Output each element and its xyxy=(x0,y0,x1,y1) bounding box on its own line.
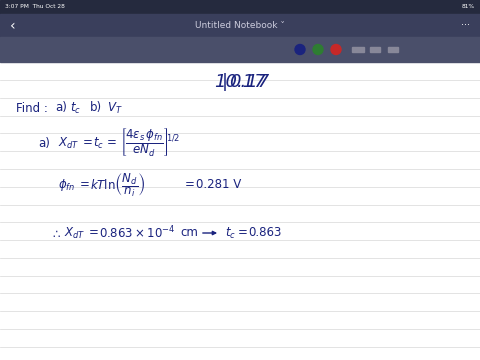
Bar xyxy=(352,47,364,52)
Text: b): b) xyxy=(90,102,102,114)
Text: 3:07 PM  Thu Oct 28: 3:07 PM Thu Oct 28 xyxy=(5,4,65,9)
Circle shape xyxy=(295,45,305,54)
Text: $t_c$: $t_c$ xyxy=(70,100,81,116)
Text: =: = xyxy=(80,179,90,192)
Text: ‹: ‹ xyxy=(10,18,16,32)
Text: $\left[\dfrac{4\varepsilon_s\,\phi_{fn}}{eN_d}\right]^{\!\!1/2}$: $\left[\dfrac{4\varepsilon_s\,\phi_{fn}}… xyxy=(120,127,180,159)
Text: $X_{dT}$: $X_{dT}$ xyxy=(64,225,85,240)
Text: =: = xyxy=(83,136,93,149)
Text: $\therefore$: $\therefore$ xyxy=(50,226,61,239)
Text: =: = xyxy=(107,136,117,149)
Text: 0.863: 0.863 xyxy=(248,226,281,239)
Text: 0.281 V: 0.281 V xyxy=(196,179,241,192)
Text: $V_T$: $V_T$ xyxy=(107,100,122,116)
Text: a): a) xyxy=(38,136,50,149)
Text: 81%: 81% xyxy=(462,4,475,9)
Text: Untitled Notebook ˅: Untitled Notebook ˅ xyxy=(195,21,285,30)
Bar xyxy=(0,14,480,37)
Bar xyxy=(0,0,480,14)
Text: 0.17: 0.17 xyxy=(229,73,269,91)
Text: $\phi_{fn}$: $\phi_{fn}$ xyxy=(58,177,75,193)
Text: =: = xyxy=(238,226,248,239)
Bar xyxy=(0,62,480,360)
Text: 10.17: 10.17 xyxy=(214,73,266,91)
Circle shape xyxy=(331,45,341,54)
Text: a): a) xyxy=(55,102,67,114)
Text: =: = xyxy=(89,226,99,239)
Bar xyxy=(0,37,480,62)
Text: $kT\ln\!\left(\dfrac{N_d}{n_i}\right)$: $kT\ln\!\left(\dfrac{N_d}{n_i}\right)$ xyxy=(90,171,145,199)
Text: $X_{dT}$: $X_{dT}$ xyxy=(58,135,79,150)
Text: =: = xyxy=(185,179,195,192)
Text: ···: ··· xyxy=(461,21,470,31)
Text: Find :: Find : xyxy=(16,102,48,114)
Text: $t_c$: $t_c$ xyxy=(225,225,236,240)
Text: $t_c$: $t_c$ xyxy=(93,135,104,150)
Circle shape xyxy=(313,45,323,54)
Text: cm: cm xyxy=(180,226,198,239)
Text: |: | xyxy=(222,73,228,91)
Bar xyxy=(370,47,380,52)
Text: $0.863\times10^{-4}$: $0.863\times10^{-4}$ xyxy=(99,225,175,241)
Bar xyxy=(388,47,398,52)
